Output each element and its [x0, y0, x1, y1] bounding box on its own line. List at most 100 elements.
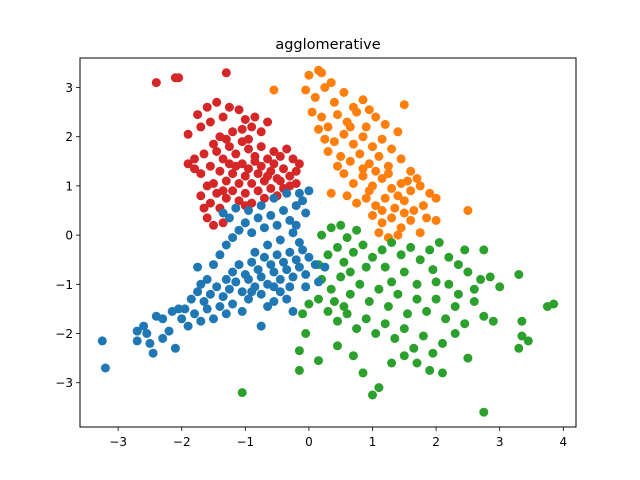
scatter-point [269, 147, 279, 156]
scatter-point [399, 324, 409, 334]
scatter-point [453, 289, 463, 299]
scatter-point [205, 117, 215, 127]
scatter-point [393, 289, 403, 299]
scatter-point [228, 127, 238, 137]
scatter-point [380, 319, 390, 329]
scatter-point [438, 338, 447, 348]
scatter-point [479, 245, 489, 255]
scatter-point [352, 324, 362, 334]
scatter-point [205, 198, 215, 208]
scatter-point [460, 319, 470, 329]
plot-frame [79, 57, 577, 428]
scatter-point [377, 206, 387, 215]
scatter-point [399, 351, 409, 361]
scatter-point [224, 142, 234, 152]
y-tick-label: 3 [65, 81, 73, 95]
scatter-point [409, 343, 419, 353]
scatter-point [199, 149, 209, 159]
scatter-point [371, 201, 381, 211]
scatter-point [320, 134, 330, 144]
scatter-point [228, 299, 238, 309]
scatter-point [294, 346, 304, 356]
scatter-point [196, 169, 206, 179]
scatter-point [434, 238, 444, 247]
scatter-point [282, 144, 292, 154]
x-tick-label: 2 [432, 435, 440, 449]
scatter-point [228, 233, 238, 243]
scatter-point [240, 171, 250, 181]
scatter-point [199, 203, 209, 213]
scatter-point [228, 186, 238, 196]
scatter-point [380, 119, 390, 129]
scatter-point [441, 314, 451, 324]
scatter-point [294, 262, 304, 272]
scatter-point [247, 287, 257, 297]
scatter-point [345, 289, 355, 299]
scatter-point [275, 274, 285, 284]
scatter-point [374, 383, 384, 393]
scatter-point [422, 306, 432, 316]
scatter-point [403, 176, 412, 186]
scatter-point [383, 169, 393, 179]
scatter-point [228, 267, 238, 277]
scatter-point [361, 262, 371, 272]
scatter-point [196, 122, 206, 132]
scatter-point [231, 277, 241, 287]
scatter-point [250, 156, 260, 166]
scatter-point [183, 321, 193, 331]
scatter-point [479, 311, 489, 321]
scatter-point [253, 186, 263, 196]
scatter-point [358, 95, 368, 105]
scatter-point [253, 169, 263, 179]
scatter-point [294, 365, 304, 375]
scatter-point [342, 233, 352, 243]
scatter-point [390, 333, 400, 343]
scatter-point [368, 142, 377, 152]
scatter-point [202, 274, 212, 284]
scatter-point [221, 176, 231, 186]
scatter-point [202, 213, 212, 223]
scatter-point [209, 260, 218, 270]
scatter-point [329, 297, 339, 306]
scatter-point [352, 198, 362, 208]
scatter-point [209, 139, 218, 149]
scatter-point [348, 351, 358, 361]
scatter-point [336, 272, 346, 282]
scatter-point [256, 127, 266, 137]
scatter-point [218, 112, 228, 122]
scatter-point [431, 193, 441, 203]
scatter-point [196, 316, 206, 326]
scatter-point [190, 309, 199, 319]
scatter-point [237, 124, 247, 134]
scatter-point [183, 159, 193, 169]
scatter-point [383, 302, 393, 311]
scatter-point [336, 220, 346, 230]
scatter-point [368, 252, 377, 262]
scatter-point [320, 83, 330, 92]
scatter-point [180, 304, 190, 314]
scatter-point [387, 358, 397, 368]
scatter-point [237, 388, 247, 398]
y-tick-label: −2 [55, 327, 73, 341]
scatter-point [438, 368, 447, 378]
scatter-point [415, 228, 425, 238]
scatter-point [358, 368, 368, 378]
scatter-point [374, 151, 384, 161]
scatter-point [269, 297, 279, 306]
scatter-point [282, 265, 292, 275]
scatter-point [205, 161, 215, 171]
scatter-point [339, 302, 349, 311]
scatter-point [221, 68, 231, 78]
scatter-point [256, 161, 266, 171]
scatter-point [387, 213, 397, 223]
scatter-point [326, 223, 336, 233]
x-tick-label: 1 [369, 435, 377, 449]
scatter-point [323, 122, 333, 132]
scatter-point [339, 257, 349, 267]
scatter-point [399, 196, 409, 206]
scatter-point [170, 73, 180, 83]
scatter-point [387, 183, 397, 193]
scatter-point [336, 151, 346, 161]
scatter-point [453, 260, 463, 270]
scatter-point [291, 201, 301, 211]
